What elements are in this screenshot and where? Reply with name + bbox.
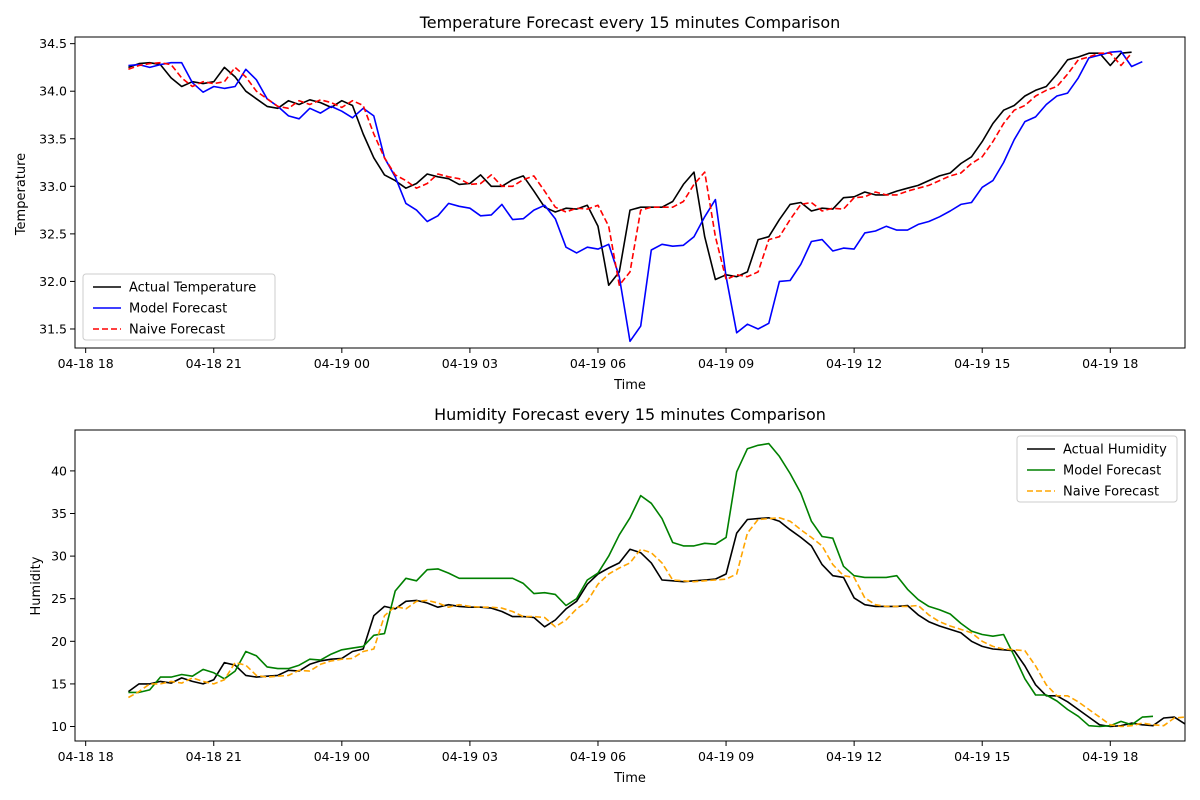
x-tick-label: 04-19 18 (1082, 356, 1138, 371)
y-tick-label: 15 (51, 676, 67, 691)
x-tick-label: 04-19 03 (442, 749, 498, 764)
x-tick-label: 04-19 00 (314, 749, 370, 764)
chart-title: Humidity Forecast every 15 minutes Compa… (434, 405, 826, 424)
y-tick-label: 40 (51, 463, 67, 478)
legend: Actual Humidity Model Forecast Naive Forec… (1016, 435, 1178, 503)
legend: Actual Temperature Model Forecast Naive Fo… (82, 273, 276, 341)
series-line-naive (128, 516, 1185, 728)
temperature-chart: Temperature Forecast every 15 minutes Co… (14, 13, 1186, 393)
x-tick-label: 04-19 12 (826, 749, 882, 764)
x-tick-label: 04-19 15 (954, 749, 1010, 764)
legend-label: Naive Forecast (1063, 485, 1159, 500)
series-line-naive (128, 52, 1133, 287)
humidity-chart: Humidity Forecast every 15 minutes Compa… (29, 405, 1186, 786)
y-axis-label: Humidity (29, 556, 44, 615)
y-tick-label: 20 (51, 634, 67, 649)
plot-area: 04-18 18 04-18 21 04-19 00 04-19 03 04-19 06… (39, 36, 1186, 371)
x-axis-label: Time (613, 771, 646, 786)
y-tick-label: 30 (51, 549, 67, 564)
plot-frame (74, 36, 1186, 349)
y-tick-label: 10 (51, 719, 67, 734)
legend-label: Actual Humidity (1063, 443, 1167, 458)
x-tick-label: 04-19 06 (570, 356, 626, 371)
legend-label: Model Forecast (1063, 464, 1161, 479)
x-tick-label: 04-19 09 (698, 749, 754, 764)
y-tick-label: 33.0 (39, 179, 67, 194)
x-tick-label: 04-18 21 (186, 749, 242, 764)
x-tick-label: 04-19 12 (826, 356, 882, 371)
x-tick-label: 04-19 03 (442, 356, 498, 371)
x-tick-label: 04-19 09 (698, 356, 754, 371)
x-tick-label: 04-18 18 (58, 749, 114, 764)
y-tick-label: 31.5 (39, 321, 67, 336)
series-line-model (128, 442, 1154, 728)
legend-box (1016, 435, 1178, 503)
y-tick-label: 34.0 (39, 84, 67, 99)
legend-label: Actual Temperature (129, 281, 256, 296)
x-tick-label: 04-19 06 (570, 749, 626, 764)
y-axis-label: Temperature (14, 153, 29, 236)
x-tick-label: 04-18 21 (186, 356, 242, 371)
x-axis-label: Time (613, 378, 646, 393)
y-tick-label: 34.5 (39, 36, 67, 51)
legend-box (82, 273, 276, 341)
y-tick-label: 33.5 (39, 131, 67, 146)
series-line-actual (127, 516, 1185, 728)
y-tick-label: 35 (51, 506, 67, 521)
x-tick-label: 04-19 15 (954, 356, 1010, 371)
legend-label: Naive Forecast (129, 323, 225, 338)
x-tick-label: 04-19 00 (314, 356, 370, 371)
legend-label: Model Forecast (129, 302, 227, 317)
x-tick-label: 04-18 18 (58, 356, 114, 371)
y-tick-label: 32.5 (39, 226, 67, 241)
plot-area: 04-18 18 04-18 21 04-19 00 04-19 03 04-19 06… (51, 429, 1186, 764)
plot-frame (74, 429, 1186, 742)
series-line-model (128, 50, 1143, 343)
y-tick-label: 32.0 (39, 274, 67, 289)
x-tick-label: 04-19 18 (1082, 749, 1138, 764)
y-tick-label: 25 (51, 591, 67, 606)
chart-title: Temperature Forecast every 15 minutes Co… (419, 13, 841, 32)
